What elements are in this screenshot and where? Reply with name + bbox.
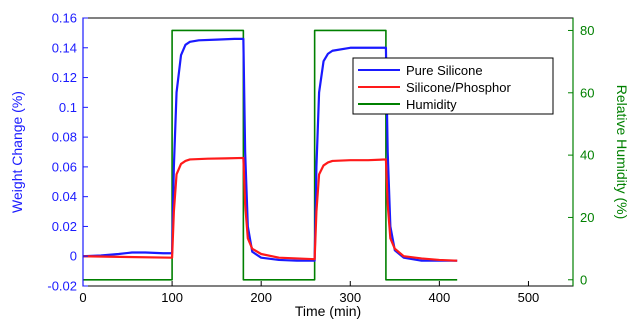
y-tick-label-right: 20 [580, 210, 594, 225]
y-ticks-right: 0 20 40 60 80 [568, 23, 594, 287]
y-tick-label-right: 40 [580, 148, 594, 163]
y-tick-label-left: 0.12 [52, 70, 77, 85]
y-tick-label-left: 0.14 [52, 40, 77, 55]
y-tick-label-left: 0.04 [52, 189, 77, 204]
x-tick-label: 0 [79, 290, 86, 305]
y-tick-label-left: 0.08 [52, 130, 77, 145]
y-tick-label-left: 0.06 [52, 159, 77, 174]
x-axis-title: Time (min) [295, 303, 361, 319]
y-tick-label-right: 60 [580, 85, 594, 100]
y-axis-title-left: Weight Change (%) [9, 91, 25, 213]
y-tick-label-left: -0.02 [47, 279, 77, 294]
legend-label-silicone-phosphor: Silicone/Phosphor [406, 80, 511, 95]
legend: Pure Silicone Silicone/Phosphor Humidity [352, 57, 554, 115]
x-tick-label: 400 [429, 290, 451, 305]
legend-label-humidity: Humidity [406, 97, 457, 112]
x-tick-label: 500 [518, 290, 540, 305]
x-tick-label: 100 [161, 290, 183, 305]
x-ticks: 0 100 200 300 400 500 [79, 281, 539, 305]
legend-label-pure-silicone: Pure Silicone [406, 63, 483, 78]
y-tick-label-left: 0.1 [59, 100, 77, 115]
series-line-humidity [83, 29, 458, 281]
y-tick-label-right: 0 [580, 272, 587, 287]
x-tick-label: 300 [339, 290, 361, 305]
y-tick-label-left: 0 [70, 249, 77, 264]
x-tick-label: 200 [250, 290, 272, 305]
y-tick-label-left: 0.02 [52, 219, 77, 234]
y-axis-title-right: Relative Humidity (%) [614, 85, 629, 220]
y-ticks-left: -0.02 0 0.02 0.04 0.06 0.08 0.1 0.12 0.14 0.16 [47, 11, 88, 294]
y-tick-label-right: 80 [580, 23, 594, 38]
plot-area: 0 100 200 300 400 500 -0.0200.020.040.060.080… [47, 11, 594, 306]
series-layer [82, 29, 458, 281]
series-line-silicone-phosphor [82, 156, 458, 262]
y-tick-label-left: 0.16 [52, 11, 77, 26]
